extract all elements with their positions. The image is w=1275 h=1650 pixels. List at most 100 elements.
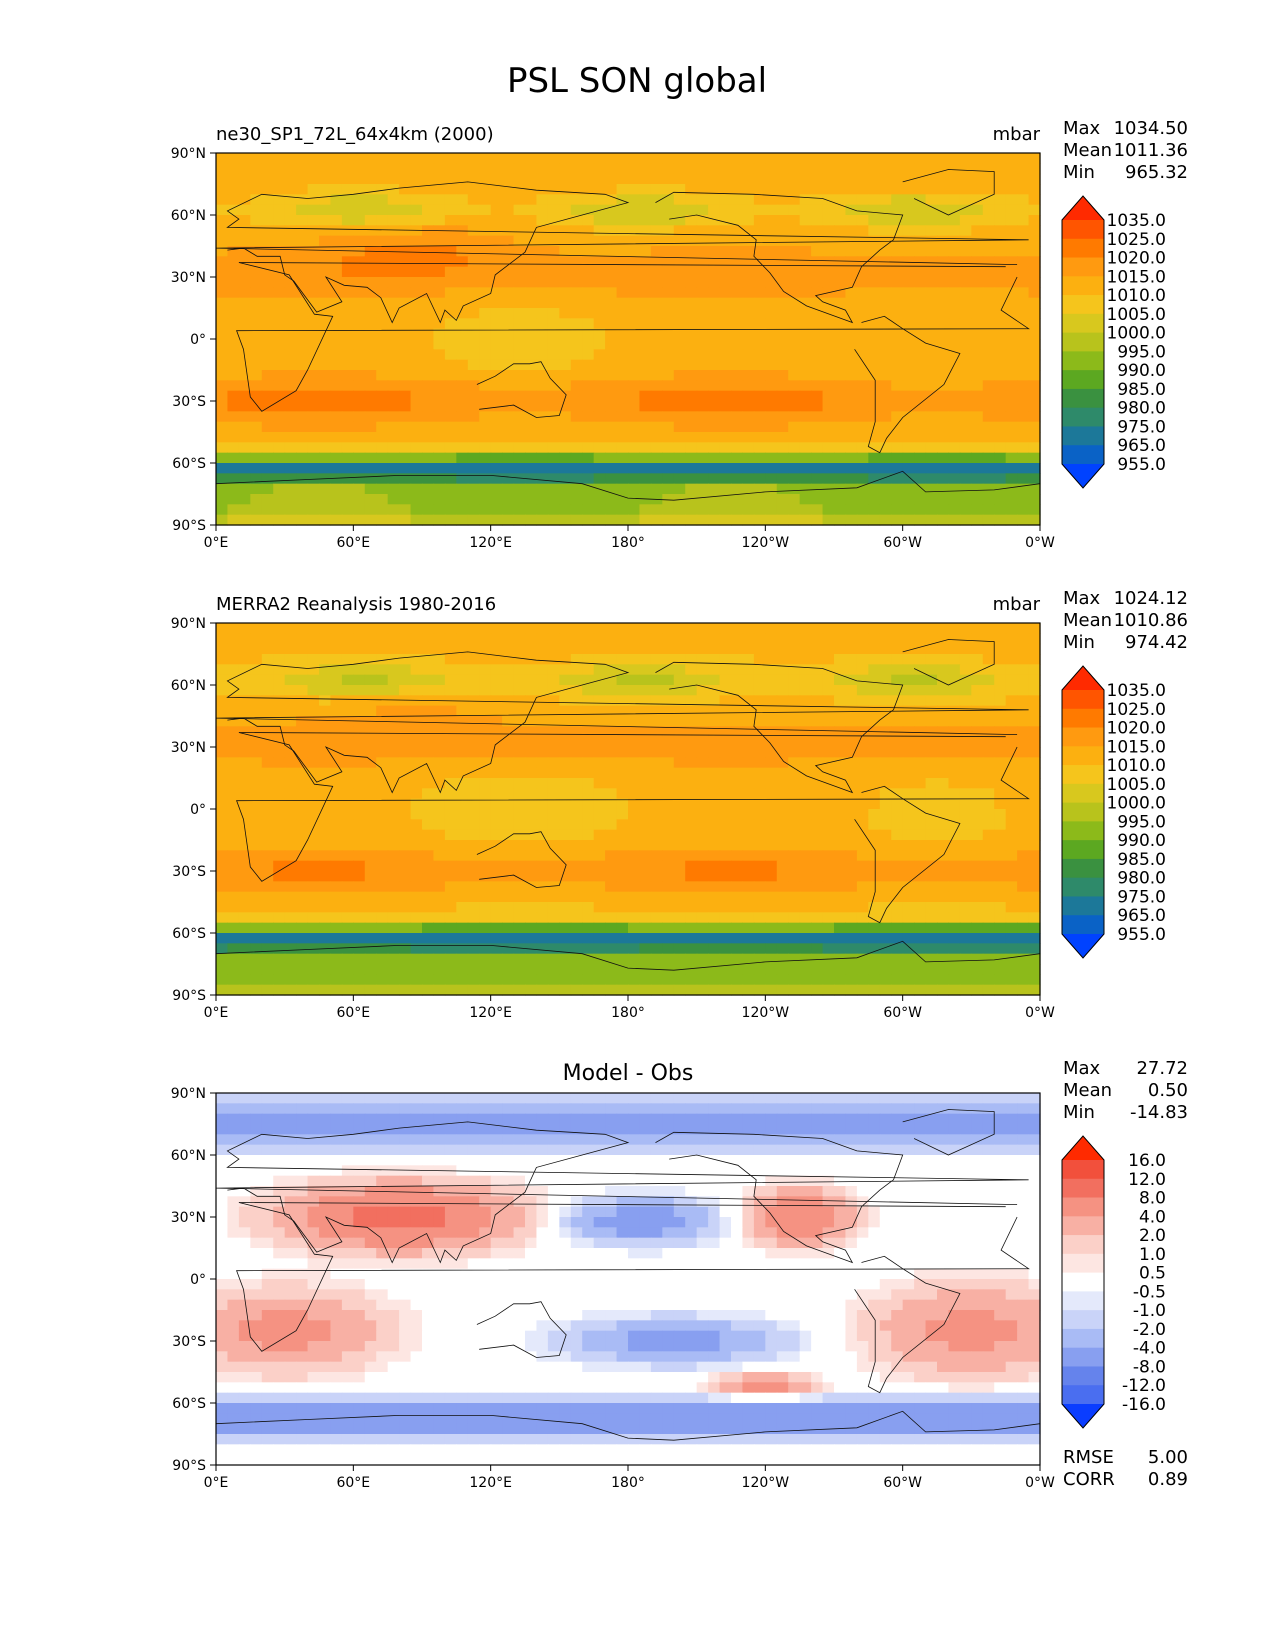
field-cell (1017, 204, 1030, 216)
field-cell (719, 235, 732, 247)
field-cell (261, 922, 274, 934)
field-cell (891, 902, 904, 913)
field-cell (753, 401, 766, 412)
field-cell (525, 173, 538, 185)
field-cell (650, 871, 663, 882)
field-cell (776, 664, 789, 676)
field-cell (765, 891, 778, 903)
field-cell (948, 339, 961, 350)
field-cell (673, 359, 686, 371)
field-cell (662, 819, 675, 831)
field-cell (639, 654, 652, 665)
field-cell (753, 163, 766, 175)
field-cell (479, 674, 492, 686)
field-cell (387, 922, 400, 934)
field-cell (982, 912, 995, 924)
field-cell (822, 380, 835, 392)
field-cell (467, 370, 480, 381)
field-cell (536, 860, 549, 872)
field-cell (364, 204, 377, 216)
field-cell (513, 747, 526, 758)
field-cell (525, 850, 538, 862)
field-cell (307, 215, 320, 226)
field-cell (593, 891, 606, 903)
field-cell (422, 411, 435, 423)
field-cell (273, 871, 286, 882)
field-cell (456, 504, 469, 516)
field-cell (811, 463, 824, 474)
field-cell (994, 328, 1007, 340)
field-cell (422, 514, 435, 526)
field-cell (628, 788, 641, 800)
field-cell (753, 370, 766, 381)
field-cell (238, 674, 251, 686)
field-cell (673, 432, 686, 443)
field-cell (387, 318, 400, 330)
field-cell (364, 685, 377, 696)
field-cell (479, 390, 492, 402)
field-cell (559, 225, 572, 237)
field-cell (547, 235, 560, 247)
field-cell (696, 215, 709, 226)
field-cell (1028, 623, 1041, 634)
field-cell (845, 819, 858, 831)
field-cell (605, 359, 618, 371)
field-cell (776, 266, 789, 278)
field-cell (479, 184, 492, 195)
field-cell (971, 380, 984, 392)
field-cell (582, 163, 595, 175)
field-cell (1028, 747, 1041, 758)
field-cell (307, 163, 320, 175)
field-cell (719, 225, 732, 237)
field-cell (948, 442, 961, 454)
field-cell (868, 184, 881, 195)
field-cell (650, 173, 663, 185)
field-cell (902, 819, 915, 831)
field-cell (811, 421, 824, 433)
field-cell (971, 473, 984, 485)
field-cell (811, 736, 824, 748)
field-cell (811, 287, 824, 299)
field-cell (982, 809, 995, 820)
field-cell (536, 736, 549, 748)
field-cell (776, 912, 789, 924)
field-cell (994, 623, 1007, 634)
field-cell (845, 623, 858, 634)
field-cell (364, 287, 377, 299)
field-cell (250, 840, 263, 851)
field-cell (513, 778, 526, 789)
field-cell (261, 902, 274, 913)
field-cell (696, 390, 709, 402)
field-cell (593, 153, 606, 164)
field-cell (536, 194, 549, 206)
field-cell (879, 308, 892, 319)
field-cell (364, 380, 377, 392)
field-cell (502, 163, 515, 175)
field-cell (650, 685, 663, 696)
field-cell (216, 411, 229, 423)
field-cell (685, 390, 698, 402)
field-cell (650, 297, 663, 309)
field-cell (937, 747, 950, 758)
field-cell (536, 421, 549, 433)
field-cell (387, 840, 400, 851)
field-cell (639, 933, 652, 944)
field-cell (719, 943, 732, 955)
field-cell (811, 256, 824, 268)
field-cell (559, 685, 572, 696)
field-cell (868, 163, 881, 175)
field-cell (353, 349, 366, 361)
field-cell (891, 716, 904, 727)
field-cell (891, 297, 904, 309)
field-cell (731, 215, 744, 226)
field-cell (994, 705, 1007, 717)
field-cell (479, 256, 492, 268)
field-cell (250, 778, 263, 789)
field-cell (959, 654, 972, 665)
field-cell (456, 277, 469, 288)
field-cell (845, 757, 858, 769)
field-cell (593, 266, 606, 278)
field-cell (250, 483, 263, 495)
field-cell (238, 452, 251, 464)
stat-label: Min (1063, 162, 1095, 183)
